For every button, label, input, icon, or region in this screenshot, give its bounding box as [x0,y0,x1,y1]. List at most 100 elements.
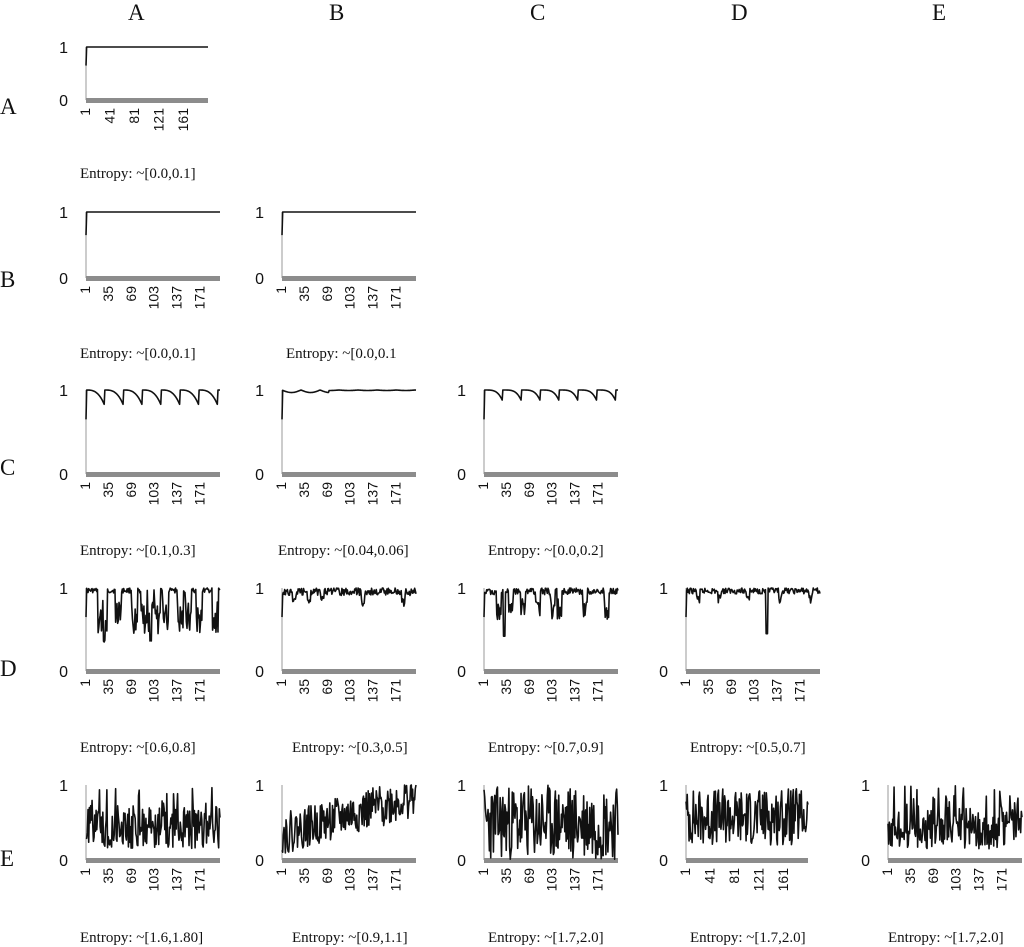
x-tick-label: 103 [948,868,964,892]
entropy-label: Entropy: ~[0.04,0.06] [278,543,409,559]
x-tick-label: 69 [521,868,537,884]
chart-panel-ca: 1 0 1 35 69 103 137 171 [59,383,221,506]
x-tick-label: 35 [902,868,918,884]
x-tick-label: 41 [702,868,718,884]
series-line [85,389,221,420]
row-header-b: B [0,267,16,292]
y-tick-label: 0 [59,271,68,288]
y-tick-label: 1 [861,778,870,795]
x-tick-label: 69 [123,679,139,695]
x-tick-label: 137 [169,679,185,703]
series-line [685,788,809,846]
x-tick-label: 161 [775,868,791,892]
column-header-e: E [932,0,947,25]
column-header-c: C [530,0,546,25]
series-line [483,389,619,420]
x-tick-label: 35 [296,679,312,695]
y-tick-label: 0 [255,853,264,870]
x-tick-label: 69 [123,286,139,302]
row-header-c: C [0,455,16,480]
x-tick-label: 1 [475,679,491,687]
x-tick-label: 1 [273,868,289,876]
x-axis-band [484,858,618,863]
y-tick-label: 0 [59,93,68,110]
entropy-label: Entropy: ~[0.0,0.1 [286,346,397,362]
x-axis-band [282,472,416,477]
x-axis-band [686,858,808,863]
x-tick-label: 1 [677,868,693,876]
entropy-label: Entropy: ~[0.5,0.7] [690,740,806,756]
x-tick-label: 1 [273,286,289,294]
x-tick-label: 69 [123,482,139,498]
x-tick-label: 171 [590,679,606,703]
entropy-label: Entropy: ~[1.7,2.0] [488,930,604,946]
x-tick-label: 103 [146,679,162,703]
x-tick-label: 35 [100,482,116,498]
chart-panel-ed: 1 0 1 41 81 121 161 [659,778,809,892]
x-tick-label: 137 [365,868,381,892]
entropy-label: Entropy: ~[0.0,0.2] [488,543,604,559]
x-tick-label: 171 [388,868,404,892]
column-header-b: B [329,0,345,25]
x-tick-label: 171 [590,482,606,506]
x-axis-band [484,669,618,674]
x-tick-label: 103 [544,868,560,892]
y-tick-label: 1 [59,40,68,57]
chart-panel-db: 1 0 1 35 69 103 137 171 [255,581,417,702]
y-tick-label: 1 [59,205,68,222]
series-line [281,389,417,420]
x-tick-label: 121 [751,868,767,892]
x-tick-label: 1 [77,679,93,687]
x-tick-label: 103 [544,482,560,506]
entropy-label: Entropy: ~[1.7,2.0] [888,930,1004,946]
x-tick-label: 137 [169,286,185,310]
x-tick-label: 1 [273,482,289,490]
x-tick-label: 69 [521,482,537,498]
entropy-label: Entropy: ~[0.7,0.9] [488,740,604,756]
y-tick-label: 0 [457,664,466,681]
series-line [85,46,209,66]
x-tick-label: 35 [296,286,312,302]
entropy-label: Entropy: ~[0.9,1.1] [292,930,408,946]
y-tick-label: 0 [59,853,68,870]
row-header-d: D [0,656,17,681]
row-header-e: E [0,846,15,871]
y-tick-label: 1 [255,205,264,222]
x-tick-label: 35 [498,482,514,498]
y-tick-label: 1 [457,383,466,400]
x-tick-label: 1 [77,868,93,876]
series-line [281,587,417,618]
chart-panel-dc: 1 0 1 35 69 103 137 171 [457,581,619,703]
entropy-label: Entropy: ~[0.6,0.8] [80,740,196,756]
x-tick-label: 35 [498,868,514,884]
chart-panel-aa: 1 0 1 41 81 121 161 [59,40,209,131]
series-line [281,211,417,236]
chart-panel-dd: 1 0 1 35 69 103 137 171 [659,581,821,702]
x-axis-band [282,858,416,863]
x-tick-label: 81 [126,108,142,124]
series-line [85,786,221,850]
series-line [281,784,417,854]
y-tick-label: 1 [659,581,668,598]
column-header-d: D [731,0,748,25]
x-tick-label: 103 [342,286,358,310]
x-tick-label: 35 [700,679,716,695]
y-tick-label: 1 [659,778,668,795]
x-tick-label: 171 [388,482,404,506]
x-axis-band [86,858,220,863]
x-tick-label: 171 [994,868,1010,892]
x-tick-label: 137 [365,286,381,310]
x-tick-label: 69 [319,482,335,498]
x-tick-label: 137 [169,868,185,892]
series-line [483,784,619,861]
chart-panel-bb: 1 0 1 35 69 103 137 171 [255,205,417,310]
chart-panel-eb: 1 0 1 35 69 103 137 171 [255,778,417,892]
x-tick-label: 137 [169,482,185,506]
y-tick-label: 0 [59,467,68,484]
entropy-label: Entropy: ~[0.0,0.1] [80,166,196,182]
x-tick-label: 103 [544,679,560,703]
y-tick-label: 1 [457,581,466,598]
chart-panel-ba: 1 0 1 35 69 103 137 171 [59,205,221,310]
x-tick-label: 69 [123,868,139,884]
